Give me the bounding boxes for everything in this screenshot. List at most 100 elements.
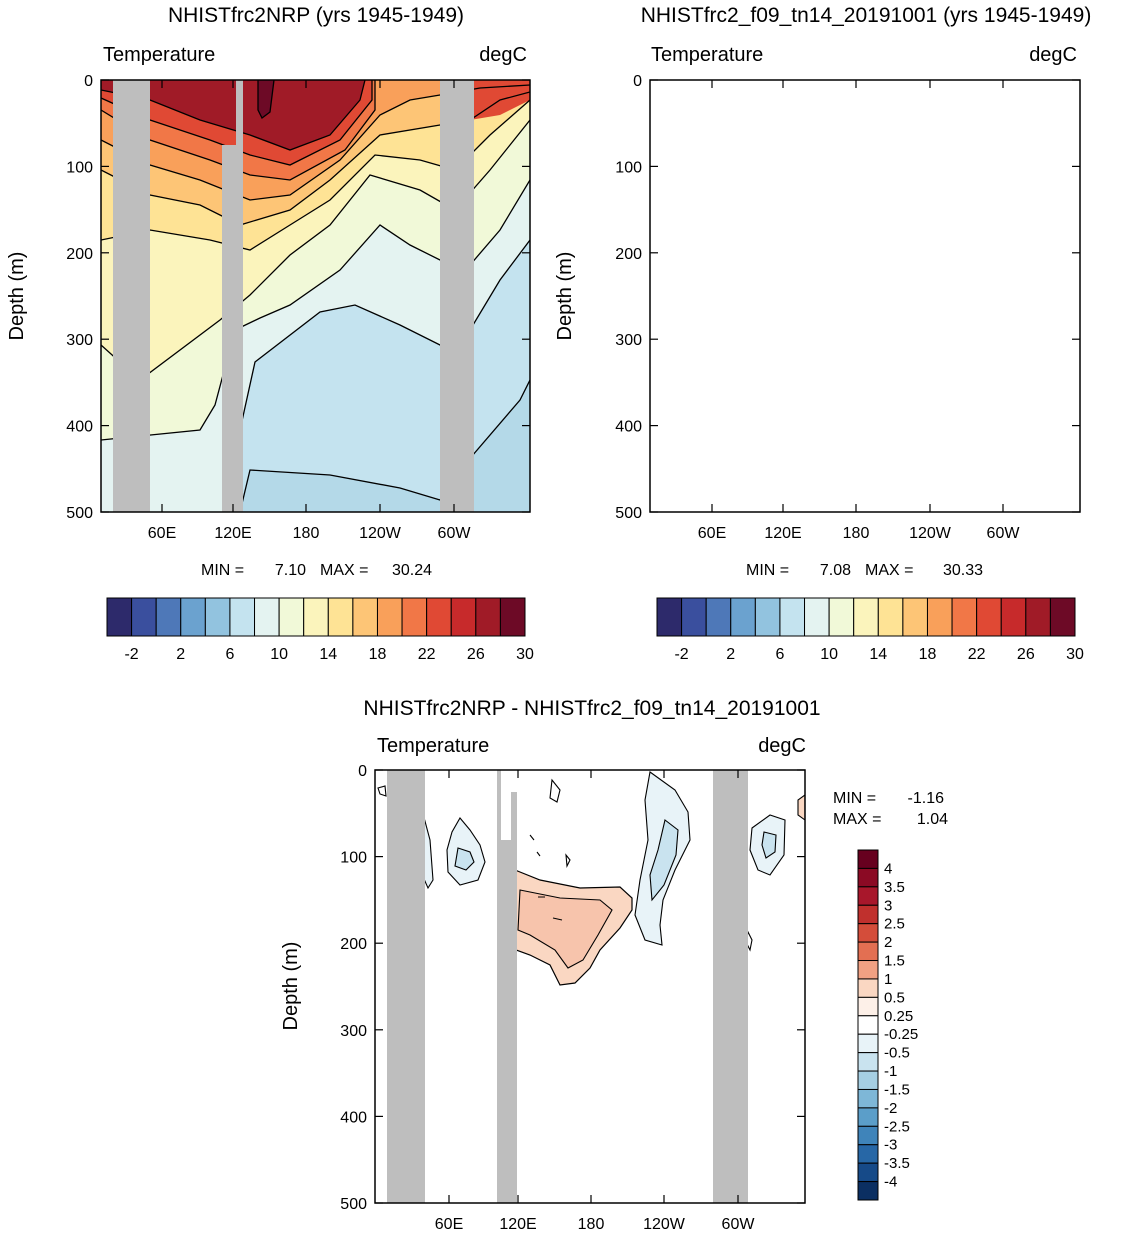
panel-1-max-label: MAX = — [320, 562, 368, 579]
panel-3-land-mask — [387, 770, 748, 1203]
colorbar-swatch — [426, 597, 452, 637]
colorbar-swatch — [857, 1107, 879, 1127]
colorbar-label: 3 — [884, 897, 892, 914]
colorbar-swatch — [229, 597, 256, 637]
panel-3-units-label: degC — [758, 735, 806, 757]
y-tick-label: 100 — [615, 159, 642, 176]
y-tick-label: 0 — [633, 73, 642, 90]
panel-3: NHISTfrc2NRP - NHISTfrc2_f09_tn14_201910… — [280, 697, 948, 1233]
colorbar-label: -1.5 — [884, 1081, 910, 1098]
panel-1-colorbar: -2 2 6 10 14 18 22 26 30 — [106, 597, 534, 663]
panel-2-band-20 — [650, 80, 1080, 222]
panel-3-neg-atlantic-inner — [761, 831, 777, 859]
colorbar-swatch — [730, 597, 756, 637]
y-tick-label: 400 — [340, 1109, 367, 1126]
panel-2-colorbar: -2 2 6 10 14 18 22 26 30 — [656, 597, 1084, 663]
panel-2-band-24 — [650, 80, 924, 178]
x-tick-label: 120W — [359, 525, 402, 542]
colorbar-label: -3.5 — [884, 1155, 910, 1172]
colorbar-swatch — [951, 597, 978, 637]
colorbar-swatch — [857, 1144, 879, 1164]
colorbar-swatch — [1000, 597, 1027, 637]
colorbar-swatch — [204, 597, 231, 637]
panel-3-neg-left-b-inner — [454, 847, 475, 871]
colorbar-label: -2 — [124, 646, 138, 663]
colorbar-swatch — [401, 597, 428, 637]
y-tick-label: 500 — [615, 505, 642, 522]
colorbar-swatch — [656, 597, 683, 637]
colorbar-swatch — [254, 597, 280, 637]
colorbar-label: -3 — [884, 1137, 897, 1154]
colorbar-swatch — [303, 597, 329, 637]
colorbar-swatch — [499, 597, 526, 637]
panel-2-band-26 — [650, 80, 1080, 162]
colorbar-swatch — [278, 597, 305, 637]
panel-1-title: NHISTfrc2NRP (yrs 1945-1949) — [168, 4, 464, 27]
colorbar-swatch — [857, 1033, 879, 1054]
panel-3-max-label: MAX = — [833, 811, 881, 828]
y-tick-label: 500 — [66, 505, 93, 522]
panel-3-pos-right-edge — [797, 794, 805, 821]
x-tick-label: 120E — [499, 1216, 536, 1233]
panel-3-max-value: 1.04 — [917, 811, 948, 828]
panel-2-band-16 — [650, 80, 1080, 380]
colorbar-swatch — [376, 597, 403, 637]
y-tick-label: 300 — [615, 332, 642, 349]
panel-2-variable-label: Temperature — [651, 44, 763, 66]
panel-2-units-label: degC — [1029, 44, 1077, 66]
panel-3-ticks: 0 100 200 300 400 500 60E 120E 180 120W 60W — [340, 763, 805, 1233]
panel-2-contours — [650, 80, 1080, 512]
colorbar-label: 10 — [820, 646, 838, 663]
panel-2-field — [650, 80, 1081, 520]
colorbar-swatch — [327, 597, 354, 637]
x-tick-label: 120E — [214, 525, 251, 542]
y-tick-label: 500 — [340, 1196, 367, 1213]
colorbar-label: 1 — [884, 971, 892, 988]
colorbar-label: 18 — [919, 646, 937, 663]
colorbar-swatch — [857, 978, 879, 998]
x-tick-label: 60W — [987, 525, 1021, 542]
colorbar-swatch — [857, 904, 879, 925]
colorbar-swatch — [475, 597, 501, 637]
colorbar-label: 26 — [467, 646, 485, 663]
colorbar-swatch — [857, 960, 879, 980]
x-tick-label: 120W — [909, 525, 952, 542]
colorbar-label: -4 — [884, 1174, 897, 1191]
panel-1: NHISTfrc2NRP (yrs 1945-1949) Temperature… — [6, 4, 534, 663]
colorbar-swatch — [857, 1070, 879, 1090]
panel-3-field — [375, 770, 805, 1203]
panel-3-min-label: MIN = — [833, 790, 876, 807]
x-tick-label: 60E — [698, 525, 726, 542]
colorbar-label: 3.5 — [884, 879, 905, 896]
panel-2-plot-frame — [649, 79, 1081, 513]
colorbar-label: 14 — [319, 646, 337, 663]
y-tick-label: 400 — [66, 419, 93, 436]
panel-2-band-base — [650, 80, 1081, 512]
colorbar-swatch — [857, 1125, 879, 1146]
colorbar-swatch — [857, 941, 879, 962]
colorbar-swatch — [804, 597, 830, 637]
panel-1-units-label: degC — [479, 44, 527, 66]
x-tick-label: 60W — [722, 1216, 756, 1233]
colorbar-swatch — [180, 597, 206, 637]
colorbar-swatch — [857, 1181, 879, 1201]
panel-1-field — [101, 80, 530, 512]
colorbar-swatch — [857, 1088, 879, 1109]
colorbar-swatch — [131, 597, 157, 637]
panel-3-min-value: -1.16 — [908, 790, 945, 807]
x-tick-label: 120W — [643, 1216, 686, 1233]
colorbar-swatch — [976, 597, 1002, 637]
y-tick-label: 400 — [615, 419, 642, 436]
panel-2-band-30 — [807, 80, 839, 125]
colorbar-swatch — [877, 597, 904, 637]
y-tick-label: 300 — [66, 332, 93, 349]
panel-2-band-18 — [650, 80, 1080, 248]
panel-1-land-mask — [113, 80, 474, 512]
colorbar-label: -1 — [884, 1063, 897, 1080]
panel-1-min-label: MIN = — [201, 562, 244, 579]
colorbar-label: 0.25 — [884, 1008, 913, 1025]
y-tick-label: 0 — [358, 763, 367, 780]
colorbar-swatch — [926, 597, 953, 637]
panel-1-plot-frame — [100, 79, 531, 513]
